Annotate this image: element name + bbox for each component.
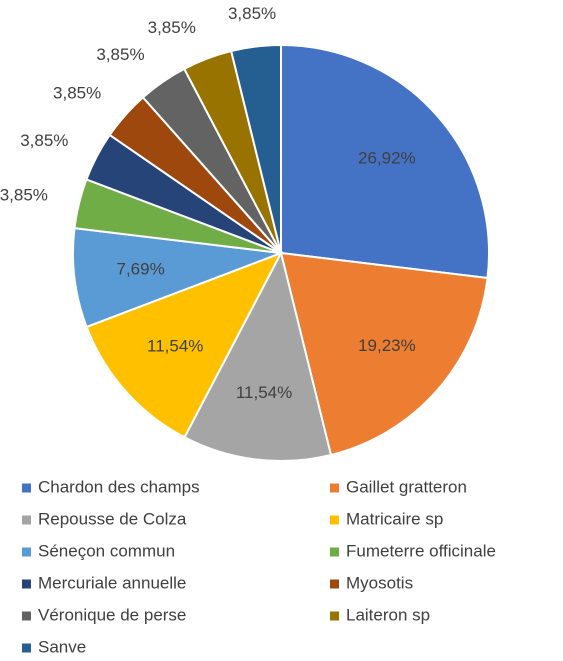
legend-label: Séneçon commun — [38, 541, 175, 560]
pie-slice — [280, 43, 490, 280]
legend-swatch — [330, 547, 339, 557]
legend-label: Mercuriale annuelle — [38, 573, 186, 592]
data-label: 3,85% — [148, 18, 196, 37]
legend-swatch — [22, 611, 31, 621]
data-label: 3,85% — [20, 131, 68, 150]
legend-swatch — [22, 515, 31, 525]
data-label: 26,92% — [358, 149, 416, 168]
legend-label: Fumeterre officinale — [346, 541, 496, 560]
legend-label: Gaillet gratteron — [346, 477, 467, 496]
pie-slice — [229, 43, 282, 254]
legend-swatch — [22, 547, 31, 557]
legend-swatch — [330, 611, 339, 621]
legend-label: Laiteron sp — [346, 605, 430, 624]
legend-label: Sanve — [38, 637, 86, 656]
data-label: 7,69% — [117, 260, 165, 279]
data-label: 11,54% — [147, 336, 203, 355]
data-label: 3,85% — [53, 83, 101, 102]
legend-swatch — [330, 483, 339, 493]
legend-label: Véronique de perse — [38, 605, 186, 624]
legend-label: Matricaire sp — [346, 509, 443, 528]
data-label: 19,23% — [358, 336, 416, 355]
pie-slice — [72, 227, 282, 329]
legend-swatch — [330, 515, 339, 525]
pie-slice — [279, 251, 489, 457]
legend-swatch — [22, 579, 31, 589]
legend-label: Myosotis — [346, 573, 413, 592]
pie-slice — [85, 251, 284, 439]
data-label: 11,54% — [236, 383, 292, 402]
legend-swatch — [330, 579, 339, 589]
data-label: 3,85% — [0, 185, 48, 204]
data-label: 3,85% — [228, 4, 276, 23]
legend-swatch — [22, 483, 31, 493]
legend-label: Chardon des champs — [38, 477, 200, 496]
data-label: 3,85% — [96, 45, 144, 64]
pie-slice — [183, 250, 333, 462]
legend-label: Repousse de Colza — [38, 509, 187, 528]
legend-swatch — [22, 643, 31, 653]
